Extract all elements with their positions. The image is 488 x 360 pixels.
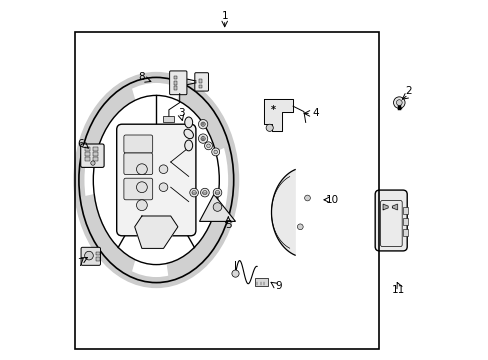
Circle shape (265, 124, 273, 131)
FancyBboxPatch shape (123, 135, 152, 153)
Polygon shape (83, 84, 135, 151)
FancyBboxPatch shape (123, 178, 152, 200)
Text: *: * (270, 105, 275, 115)
Circle shape (213, 203, 222, 211)
Circle shape (189, 188, 198, 197)
Polygon shape (382, 204, 387, 210)
Circle shape (198, 134, 207, 143)
Bar (96, 252, 100, 255)
Text: 7: 7 (77, 258, 84, 268)
Circle shape (231, 270, 239, 277)
FancyBboxPatch shape (81, 247, 101, 265)
Bar (75, 32, 379, 349)
Polygon shape (80, 195, 135, 276)
Text: 1: 1 (221, 11, 227, 21)
Circle shape (136, 200, 147, 211)
Polygon shape (167, 209, 228, 281)
Circle shape (304, 195, 310, 201)
Bar (402, 218, 407, 225)
Polygon shape (178, 84, 228, 151)
FancyBboxPatch shape (117, 124, 196, 236)
Circle shape (198, 120, 207, 129)
Bar (92, 157, 98, 161)
Text: 2: 2 (404, 86, 411, 96)
Circle shape (136, 164, 147, 175)
Bar (174, 76, 177, 79)
Bar (163, 116, 173, 122)
Circle shape (84, 251, 93, 260)
FancyBboxPatch shape (194, 73, 208, 91)
Circle shape (297, 224, 303, 230)
Circle shape (213, 150, 217, 154)
Circle shape (91, 161, 95, 165)
Bar (402, 229, 407, 236)
Ellipse shape (184, 140, 192, 151)
Polygon shape (264, 99, 292, 131)
Bar (85, 147, 90, 151)
Circle shape (136, 182, 147, 193)
Circle shape (213, 188, 222, 197)
FancyBboxPatch shape (374, 190, 407, 251)
Circle shape (200, 188, 209, 197)
Polygon shape (134, 216, 178, 248)
Text: 10: 10 (325, 195, 339, 205)
Bar (85, 157, 90, 161)
Text: 9: 9 (275, 281, 282, 291)
Text: 5: 5 (224, 220, 231, 230)
Ellipse shape (184, 117, 192, 128)
Bar (199, 85, 201, 88)
Circle shape (206, 144, 210, 148)
Bar (174, 86, 177, 90)
Text: 3: 3 (178, 108, 184, 118)
Circle shape (159, 165, 167, 174)
Polygon shape (271, 170, 295, 255)
Circle shape (203, 190, 206, 195)
Bar (255, 278, 267, 286)
Bar (85, 152, 90, 156)
FancyBboxPatch shape (169, 71, 186, 95)
Polygon shape (392, 204, 397, 210)
Circle shape (215, 190, 219, 195)
Bar (174, 81, 177, 85)
Bar (199, 79, 201, 83)
Text: 6: 6 (77, 139, 84, 149)
Bar (92, 147, 98, 151)
Bar (402, 207, 407, 214)
Ellipse shape (183, 129, 193, 139)
Circle shape (396, 100, 401, 105)
Text: 11: 11 (391, 285, 405, 295)
Circle shape (201, 122, 205, 126)
Bar (96, 257, 100, 261)
Circle shape (159, 183, 167, 192)
Circle shape (393, 97, 404, 108)
Bar (92, 152, 98, 156)
FancyBboxPatch shape (123, 153, 152, 175)
Polygon shape (199, 194, 235, 221)
Circle shape (201, 136, 205, 141)
Circle shape (192, 190, 196, 195)
Text: 4: 4 (312, 108, 319, 118)
Circle shape (211, 148, 219, 156)
FancyBboxPatch shape (81, 144, 104, 167)
Text: 8: 8 (138, 72, 145, 82)
Circle shape (204, 142, 212, 150)
